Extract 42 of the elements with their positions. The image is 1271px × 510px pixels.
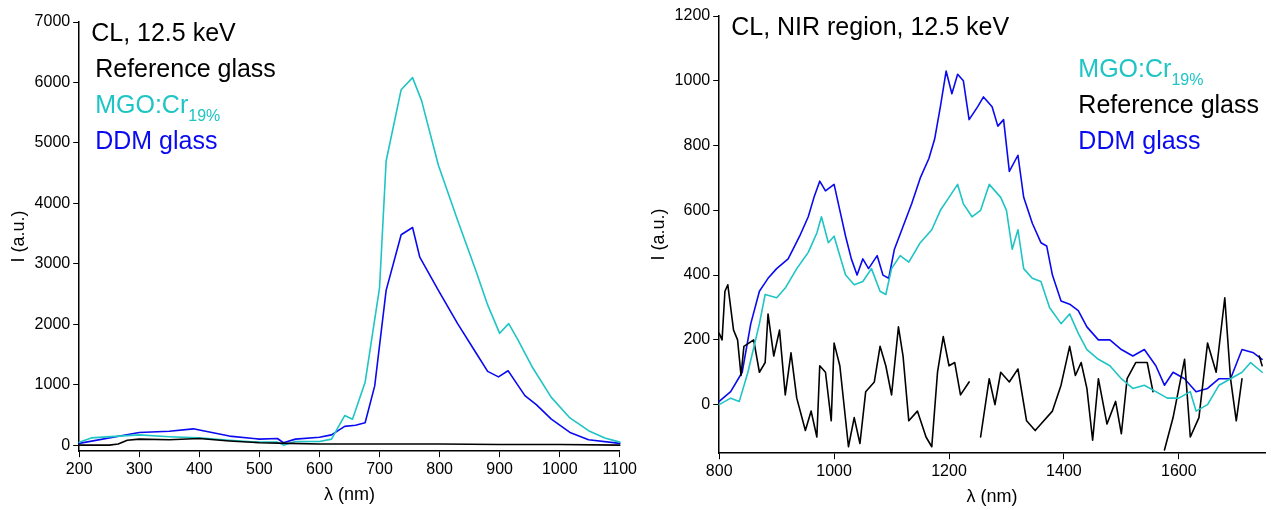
y-tick-label: 4000 — [34, 193, 71, 211]
x-tick-label: 400 — [185, 460, 213, 478]
x-tick-label: 1600 — [1161, 462, 1197, 480]
x-tick-label: 1200 — [931, 462, 967, 480]
x-axis-title: λ (nm) — [966, 486, 1018, 507]
x-tick-label: 1100 — [602, 460, 638, 478]
y-tick-label: 7000 — [34, 12, 71, 30]
y-tick-label: 600 — [683, 200, 711, 218]
text: DDM glass — [1078, 125, 1202, 156]
x-tick-label: 500 — [246, 460, 273, 478]
x-tick-label: 900 — [486, 460, 514, 478]
x-tick-label: 800 — [705, 462, 733, 480]
y-tick-label: 3000 — [34, 254, 71, 272]
y-tick-label: 200 — [683, 330, 711, 348]
chart-title: CL, NIR region, 12.5 keV — [731, 11, 1010, 42]
y-tick-label: 1000 — [674, 71, 711, 89]
y-tick-label: 800 — [683, 135, 711, 153]
text: Reference glass — [1078, 90, 1259, 118]
x-axis-title: λ (nm) — [324, 484, 375, 505]
text: MGO:Cr$_{19%}$ — [1078, 53, 1205, 88]
x-tick-label: 1000 — [541, 460, 578, 478]
y-axis-title: I (a.u.) — [7, 210, 28, 263]
text: Reference glass — [95, 53, 276, 84]
x-tick-label: 800 — [426, 460, 454, 478]
y-tick-label: 1000 — [34, 375, 71, 393]
y-tick-label: 400 — [683, 265, 711, 283]
x-tick-label: 200 — [65, 460, 93, 478]
y-axis-title: I (a.u.) — [647, 208, 668, 261]
x-tick-label: 600 — [306, 460, 333, 478]
text: MGO:Cr$_{19%}$ — [95, 89, 222, 124]
y-tick-label: 2000 — [34, 314, 71, 332]
chart-title: CL, 12.5 keV — [91, 17, 236, 48]
x-tick-label: 700 — [366, 460, 393, 478]
y-tick-label: 6000 — [34, 72, 71, 90]
x-tick-label: 1400 — [1046, 462, 1082, 480]
y-tick-label: 0 — [701, 395, 711, 413]
text: DDM glass — [95, 126, 218, 154]
y-tick-label: 0 — [61, 435, 71, 453]
y-tick-label: 5000 — [34, 133, 71, 151]
x-tick-label: 300 — [125, 460, 153, 478]
y-tick-label: 1200 — [674, 6, 711, 24]
x-tick-label: 1000 — [816, 462, 852, 480]
